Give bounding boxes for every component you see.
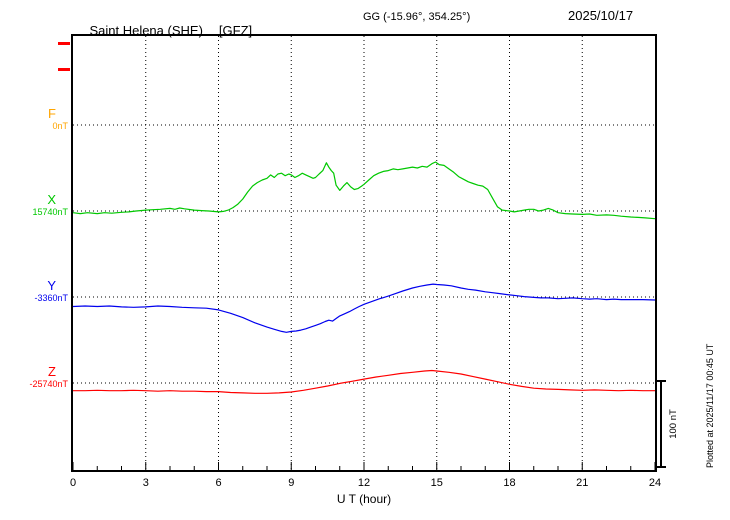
trace-Z — [73, 369, 655, 394]
trace-Y — [73, 283, 655, 333]
x-tick-label-12: 12 — [357, 477, 371, 489]
trace-baseline-X: 15740nT — [32, 207, 68, 217]
plot-date: 2025/10/17 — [568, 8, 634, 23]
trace-baseline-Z: -25740nT — [29, 379, 68, 389]
x-tick-label-15: 15 — [430, 477, 443, 489]
red-tick-marker-2 — [58, 68, 70, 71]
trace-label-Z: Z -25740nT — [6, 365, 68, 390]
trace-letter-Y: Y — [47, 278, 56, 293]
trace-X — [73, 161, 655, 220]
scale-bar-top-cap — [655, 380, 666, 382]
x-tick-label-24: 24 — [648, 477, 662, 489]
plotted-at-note: Plotted at 2025/11/17 00:45 UT — [705, 343, 715, 468]
x-tick-label-21: 21 — [576, 477, 589, 489]
trace-letter-F: F — [48, 106, 56, 121]
trace-baseline-Y: -3360nT — [34, 293, 68, 303]
x-axis-label: U T (hour) — [336, 492, 392, 506]
trace-label-F: F 0nT — [6, 107, 68, 132]
trace-letter-X: X — [47, 192, 56, 207]
plot-area — [71, 34, 657, 472]
red-tick-marker-1 — [58, 42, 70, 45]
trace-label-X: X 15740nT — [6, 193, 68, 218]
scale-bar-label: 100 nT — [668, 409, 679, 439]
trace-letter-Z: Z — [48, 364, 56, 379]
x-tick-label-0: 0 — [69, 477, 77, 489]
x-tick-label-6: 6 — [215, 477, 222, 489]
scale-bar-bottom-cap — [655, 466, 666, 468]
x-tick-label-9: 9 — [288, 477, 295, 489]
scale-bar-line — [660, 381, 662, 467]
geographic-coordinates: GG (-15.96°, 354.25°) — [363, 11, 471, 23]
x-tick-label-3: 3 — [142, 477, 149, 489]
trace-baseline-F: 0nT — [52, 121, 68, 131]
plot-svg — [73, 36, 655, 470]
x-tick-label-18: 18 — [503, 477, 516, 489]
trace-label-Y: Y -3360nT — [6, 279, 68, 304]
